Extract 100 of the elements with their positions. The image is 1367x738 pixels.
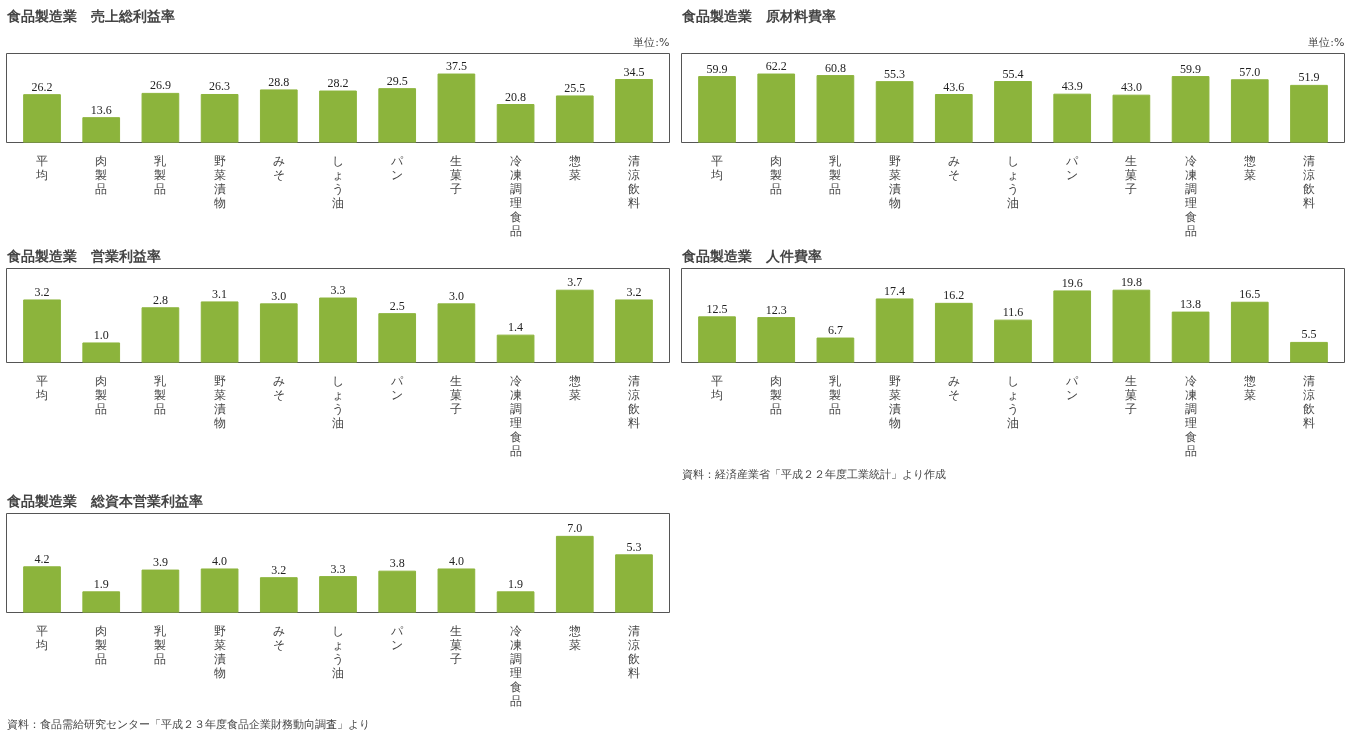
x-tick-label: 冷凍調理食品 xyxy=(509,153,522,238)
bar xyxy=(259,89,298,143)
chart-title: 食品製造業 総資本営業利益率 xyxy=(5,492,203,509)
bar xyxy=(319,297,357,363)
bar xyxy=(757,317,796,363)
bar xyxy=(615,79,653,143)
x-tick-label: しょう油 xyxy=(1007,153,1019,210)
bar xyxy=(934,302,973,363)
bar xyxy=(496,104,535,143)
data-label: 3.0 xyxy=(448,288,464,303)
data-label: 51.9 xyxy=(1298,70,1320,85)
bar xyxy=(875,81,914,143)
x-tick-label: 冷凍調理食品 xyxy=(509,623,522,708)
x-tick-label: 冷凍調理食品 xyxy=(1184,153,1197,238)
data-label: 28.8 xyxy=(268,74,290,89)
data-label: 3.2 xyxy=(626,284,642,299)
x-tick-label: 惣菜 xyxy=(1242,153,1256,182)
x-tick-label: 生菓子 xyxy=(1125,373,1138,416)
data-label: 13.6 xyxy=(90,102,112,117)
x-tick-label: しょう油 xyxy=(1007,373,1019,430)
x-tick-label: 乳製品 xyxy=(154,153,167,196)
data-label: 3.7 xyxy=(567,275,583,290)
data-label: 3.3 xyxy=(330,283,346,298)
data-label: 60.8 xyxy=(824,60,846,75)
x-tick-label: 清涼飲料 xyxy=(627,623,640,680)
bar xyxy=(1171,76,1210,143)
bar xyxy=(378,313,417,363)
x-tick-label: しょう油 xyxy=(332,623,344,680)
data-label: 4.2 xyxy=(34,551,50,566)
bar xyxy=(1290,341,1328,363)
x-tick-label: パン xyxy=(390,153,405,182)
x-tick-label: 清涼飲料 xyxy=(627,373,640,430)
x-tick-label: 生菓子 xyxy=(450,153,463,196)
x-tick-label: 肉製品 xyxy=(770,373,783,416)
text: 資料：食品需給研究センター「平成２３年度食品企業財務動向調査」より xyxy=(6,717,370,731)
bar xyxy=(437,73,476,143)
x-tick-label: 野菜漬物 xyxy=(888,153,901,210)
x-tick-label: 乳製品 xyxy=(154,623,167,666)
bar xyxy=(496,334,535,363)
bar xyxy=(437,568,476,613)
data-label: 5.5 xyxy=(1301,327,1317,342)
data-label: 1.4 xyxy=(508,320,524,335)
data-label: 6.7 xyxy=(827,323,843,338)
bar xyxy=(1053,290,1092,363)
bar xyxy=(994,81,1032,143)
bar xyxy=(816,75,855,143)
data-label: 3.1 xyxy=(212,286,228,301)
x-tick-label: 肉製品 xyxy=(95,373,108,416)
data-label: 62.2 xyxy=(765,59,787,74)
data-label: 4.0 xyxy=(212,553,228,568)
x-tick-label: 生菓子 xyxy=(450,623,463,666)
bar xyxy=(555,535,594,613)
data-label: 3.2 xyxy=(34,284,50,299)
data-label: 43.6 xyxy=(943,79,965,94)
x-tick-label: 冷凍調理食品 xyxy=(509,373,522,458)
data-label: 16.2 xyxy=(943,288,965,303)
text: 資料：経済産業省「平成２２年度工業統計」より作成 xyxy=(681,467,946,481)
data-label: 12.3 xyxy=(765,302,787,317)
x-tick-label: 平均 xyxy=(710,153,724,182)
bar xyxy=(437,303,476,363)
bar xyxy=(615,554,653,613)
bar xyxy=(141,92,180,143)
x-tick-label: 乳製品 xyxy=(829,373,842,416)
x-tick-label: 生菓子 xyxy=(450,373,463,416)
bar xyxy=(934,94,973,143)
bar xyxy=(259,303,298,363)
data-label: 16.5 xyxy=(1239,287,1261,302)
data-label: 2.5 xyxy=(389,298,405,313)
data-label: 3.9 xyxy=(152,555,168,570)
x-tick-label: 乳製品 xyxy=(829,153,842,196)
x-tick-label: 清涼飲料 xyxy=(1302,153,1315,210)
x-tick-label: 平均 xyxy=(35,373,49,402)
data-label: 34.5 xyxy=(623,64,645,79)
chart-title: 食品製造業 売上総利益率 xyxy=(5,7,175,24)
bar xyxy=(200,93,239,143)
bar xyxy=(875,298,914,363)
data-label: 1.9 xyxy=(508,576,524,591)
data-label: 28.2 xyxy=(327,76,349,91)
x-tick-label: 野菜漬物 xyxy=(213,373,226,430)
data-label: 3.3 xyxy=(330,561,346,576)
data-label: 37.5 xyxy=(445,59,467,74)
x-tick-label: 冷凍調理食品 xyxy=(1184,373,1197,458)
bar xyxy=(757,73,796,143)
x-tick-label: 野菜漬物 xyxy=(888,373,901,430)
data-label: 55.4 xyxy=(1002,66,1024,81)
data-label: 1.0 xyxy=(93,327,109,342)
x-tick-label: 肉製品 xyxy=(95,623,108,666)
x-tick-label: パン xyxy=(1065,153,1080,182)
bar xyxy=(141,569,180,613)
bar xyxy=(1053,93,1092,143)
bar xyxy=(200,301,239,363)
data-label: 20.8 xyxy=(505,89,527,104)
bar xyxy=(1112,94,1151,143)
chart-title: 食品製造業 人件費率 xyxy=(680,247,822,264)
data-label: 26.2 xyxy=(31,79,53,94)
bar xyxy=(200,568,239,613)
data-label: 57.0 xyxy=(1239,64,1261,79)
bar xyxy=(319,90,357,143)
x-tick-label: 平均 xyxy=(710,373,724,402)
bar xyxy=(23,566,61,613)
